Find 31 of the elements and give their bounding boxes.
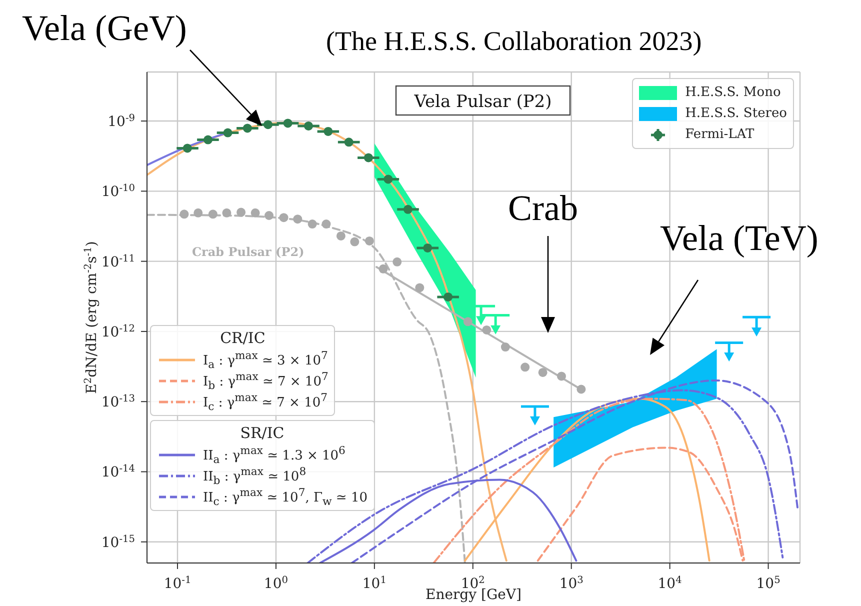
text: II$_{c}$ : γ$^{max}$ ≃ 10$^{7}$, Γ$_{w}$ ≃ 10 [203,486,368,508]
y-tick-label: 10$^{-11}$ [101,252,135,270]
annotation: Vela (TeV) [660,218,818,258]
y-tick-label: 10$^{-10}$ [101,182,135,200]
text: Vela (GeV) [22,8,187,48]
legend-label: H.E.S.S. Stereo [685,106,787,121]
annotation: Vela Pulsar (P2) [413,92,552,112]
chart-title: (The H.E.S.S. Collaboration 2023) [326,26,702,56]
legend-label: H.E.S.S. Mono [685,85,781,100]
legend-label: I$_{a}$ : γ$^{max}$ ≃ 3 × 10$^{7}$ [203,348,328,370]
y-tick-label: 10$^{-13}$ [101,393,135,411]
x-tick-label: 10$^{0}$ [264,574,288,592]
annotation: CR/IC [219,329,266,347]
x-tick-label: 10$^{-1}$ [164,574,192,592]
legend-label: I$_{c}$ : γ$^{max}$ ≃ 7 × 10$^{7}$ [203,390,328,412]
y-tick-label: 10$^{-12}$ [101,322,135,340]
x-axis-title: Energy [GeV] [425,587,522,603]
x-tick-label: 10$^{1}$ [362,574,386,592]
legend-label: II$_{a}$ : γ$^{max}$ ≃ 1.3 × 10$^{6}$ [203,444,346,466]
legend-label: Fermi-LAT [685,127,754,142]
annotation: Crab Pulsar (P2) [192,245,304,259]
legend-label: I$_{b}$ : γ$^{max}$ ≃ 7 × 10$^{7}$ [203,370,328,392]
y-tick-label: 10$^{-14}$ [101,463,135,481]
x-tick-label: 10$^{5}$ [756,574,780,592]
x-tick-label: 10$^{3}$ [559,574,584,592]
annotation: SR/IC [239,424,286,442]
legend-label: II$_{b}$ : γ$^{max}$ ≃ 10$^{8}$ [203,464,306,486]
x-tick-label: 10$^{4}$ [658,574,682,592]
y-tick-label: 10$^{-15}$ [101,533,135,551]
y-tick-label: 10$^{-9}$ [108,112,135,130]
annotation: Crab [508,188,578,228]
